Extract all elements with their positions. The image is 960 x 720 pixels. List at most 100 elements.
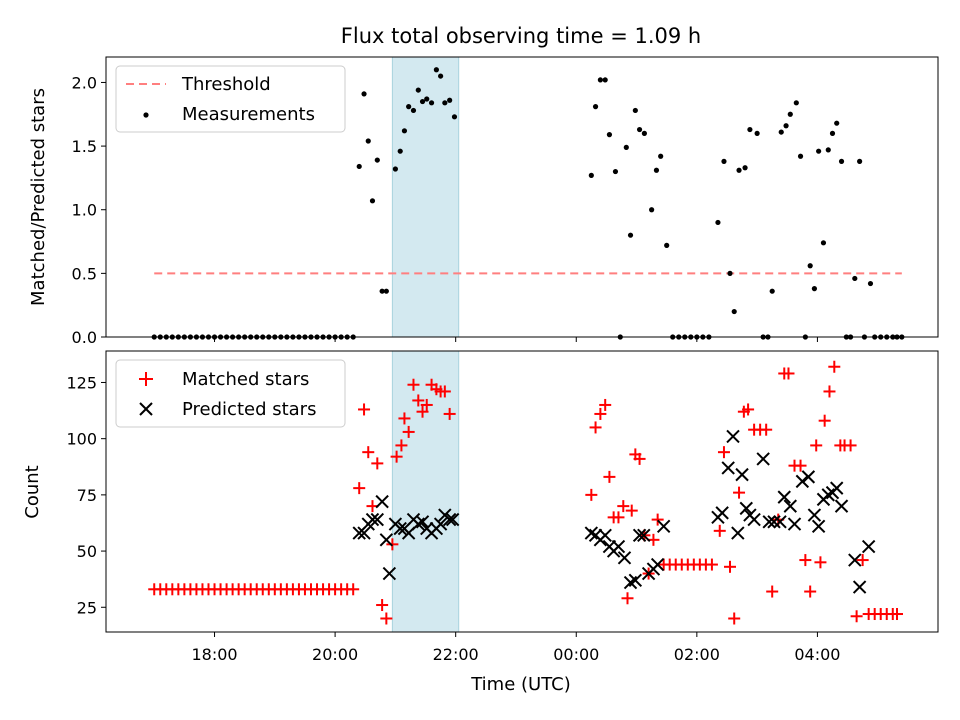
matched-star-point [814,556,827,569]
x-tick-label: 22:00 [433,645,479,664]
matched-star-point [589,421,602,434]
measurement-point [731,308,737,315]
legend-predicted-swatch [139,402,153,416]
predicted-star-point [834,499,849,513]
predicted-star-point [445,512,460,527]
matched-star-point [891,608,904,621]
matched-star-point [603,470,616,483]
top-y-tick-label: 2.0 [72,73,97,92]
measurement-point [361,91,367,97]
predicted-star-point [787,517,802,531]
matched-star-point [443,407,456,420]
top-panel: 0.00.51.01.52.0 Matched/Predicted stars … [28,56,939,347]
measurement-point [433,67,439,73]
measurement-point [438,73,444,79]
bottom-legend: Matched stars Predicted stars [115,359,346,428]
matched-star-point [705,558,718,571]
predicted-star-point [747,512,761,527]
bottom-shaded-interval [391,350,460,633]
measurement-point [727,270,733,276]
bottom-points-layer [148,360,904,625]
measurement-point [793,100,799,106]
predicted-star-point [762,515,776,529]
matched-star-point [353,482,366,495]
predicted-star-point [411,517,426,531]
predicted-star-point [756,452,770,466]
predicted-star-point [628,573,643,588]
measurement-point [857,158,863,164]
predicted-star-point [382,566,397,581]
measurement-point [369,198,376,204]
predicted-star-point [731,526,745,540]
measurement-point [664,242,670,248]
measurement-point [365,138,371,144]
measurement-point [419,98,426,105]
measurement-point [838,158,845,164]
measurement-point [442,100,448,106]
measurement-point [602,77,608,83]
matched-star-point [818,414,831,427]
x-axis-label: Time (UTC) [470,674,571,695]
chart-title: Flux total observing time = 1.09 h [341,24,701,48]
measurement-point [658,153,664,159]
matched-star-point [724,560,736,573]
top-ticks: 0.0 0.5 1.0 1.5 2.0 [72,73,818,347]
top-y-tick-label: 1.0 [72,201,97,220]
x-tick-label: 00:00 [553,645,599,664]
legend-measurements-label: Measurements [182,104,315,125]
matched-star-point [386,538,399,551]
predicted-star-point [852,580,867,594]
legend-matched-label: Matched stars [182,369,309,390]
matched-star-point [766,585,779,598]
measurement-point [410,107,417,114]
matched-star-point [713,524,726,537]
matched-star-point [402,425,415,438]
x-tick-label: 20:00 [312,645,358,664]
matched-star-point [398,412,411,425]
top-shaded-interval [391,56,460,338]
matched-star-point [799,554,812,567]
legend-threshold-label: Threshold [181,74,271,95]
predicted-star-point [656,519,671,534]
top-axes-frame [105,56,939,338]
bottom-axes-frame [105,350,939,633]
measurement-point [778,129,784,135]
predicted-star-point [861,539,876,554]
predicted-star-point [415,515,430,529]
measurement-point [612,168,619,175]
matched-star-point [371,457,384,470]
predicted-star-point [442,512,457,527]
matched-star-point [412,394,425,407]
bottom-ylabel: Count [22,465,43,518]
matched-star-point [850,610,863,623]
top-ylabel: Matched/Predicted stars [28,88,49,306]
predicted-star-point [821,488,835,502]
matched-star-point [621,592,634,605]
predicted-star-point [617,551,632,565]
bottom-y-tick-label: 50 [77,542,97,561]
measurement-point [834,120,840,126]
bottom-legend-box [115,359,346,428]
measurement-point [811,286,818,292]
top-y-tick-label: 1.5 [72,137,97,156]
measurement-point [747,126,753,133]
measurement-point [451,114,458,120]
predicted-star-point [777,490,791,504]
legend-measurements-swatch [143,112,149,118]
x-tick-label: 02:00 [674,645,720,664]
measurement-point [588,172,594,178]
measurement-point [397,148,403,154]
measurement-point [641,130,647,136]
x-tick-label: 04:00 [794,645,840,664]
matched-star-point [823,385,836,398]
measurement-point [632,107,638,114]
predicted-star-point [783,499,797,513]
matched-star-point [804,585,817,598]
bottom-y-tick-label: 125 [66,373,97,392]
predicted-star-point [726,429,740,444]
matched-star-point [380,612,393,625]
predicted-star-point [795,474,810,489]
measurement-point [623,144,629,150]
matched-star-point [844,439,857,452]
measurement-point [383,288,389,294]
